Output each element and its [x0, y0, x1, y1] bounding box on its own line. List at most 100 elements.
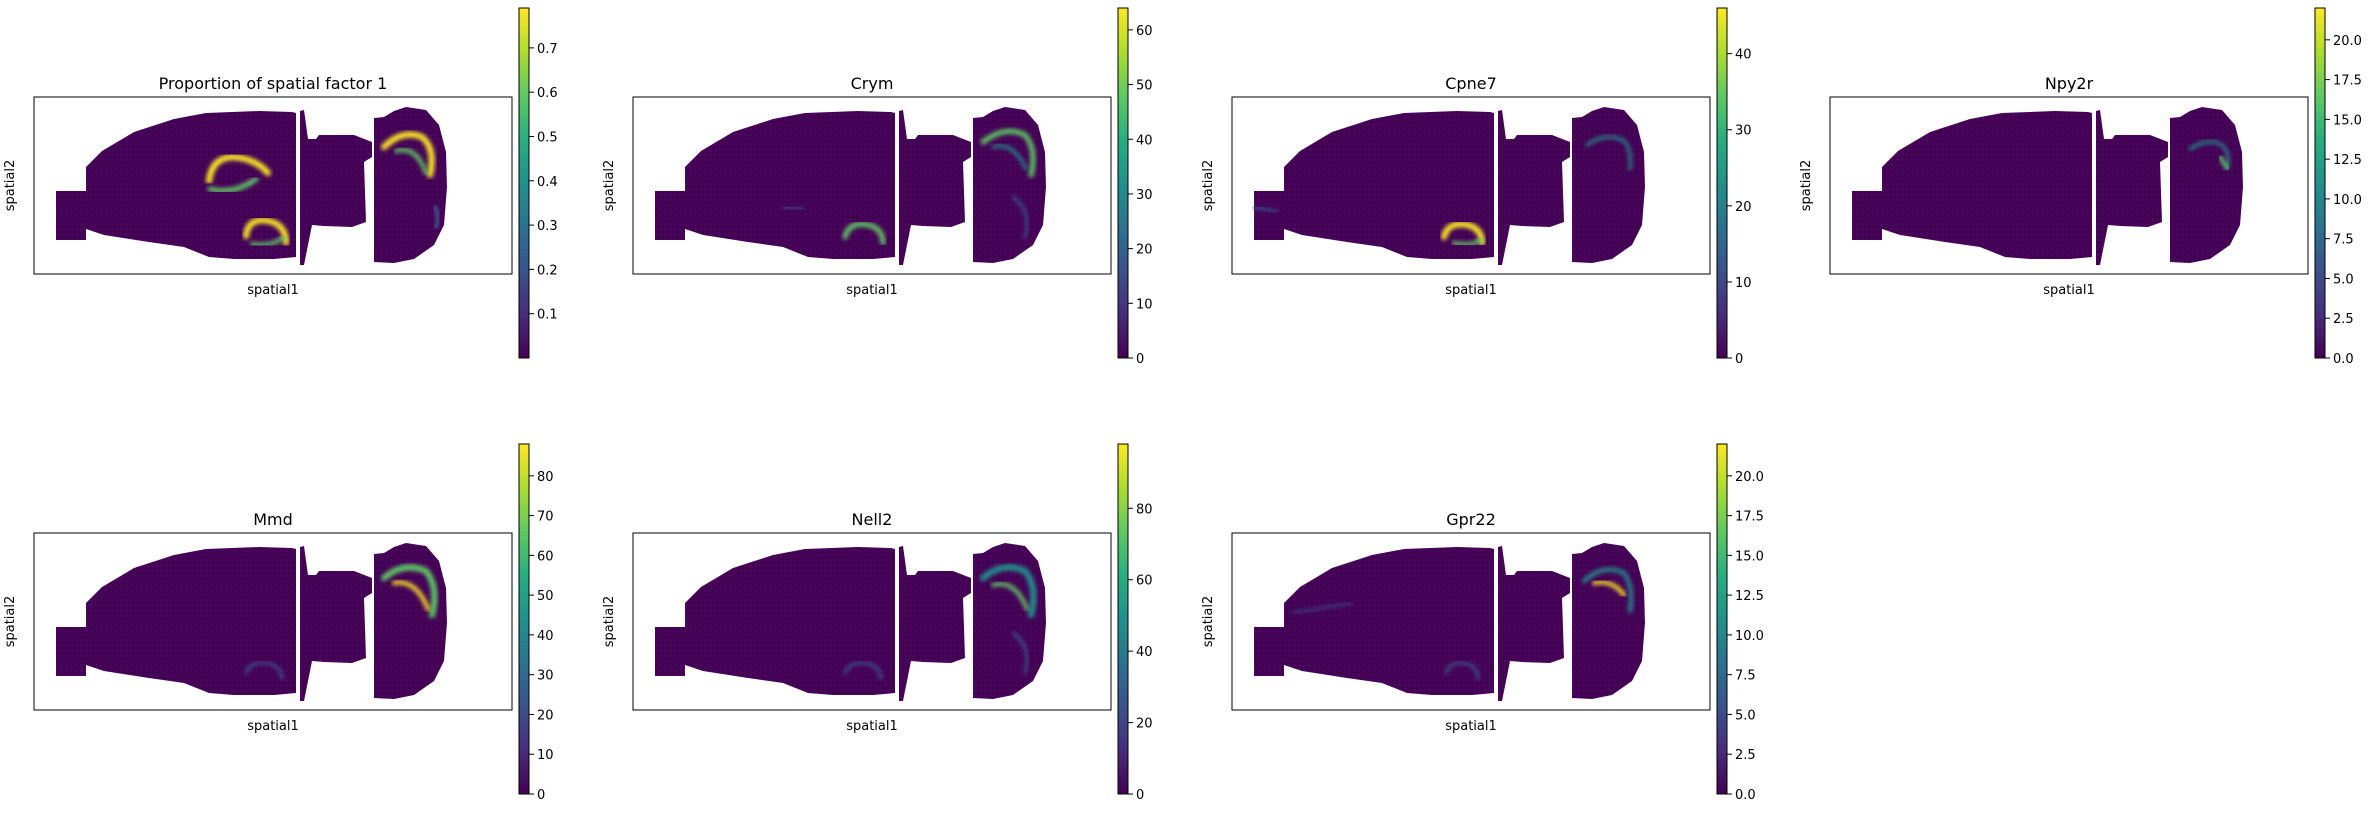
colorbar-tick-label: 5.0	[2333, 272, 2354, 287]
colorbar-tick-label: 40	[1136, 133, 1153, 148]
expression-hotspot	[842, 221, 886, 246]
y-axis-label: spatial2	[1799, 160, 1814, 212]
colorbar-gradient	[518, 443, 530, 795]
colorbar-tick-label: 7.5	[1735, 669, 1756, 684]
panel-5: Mmd spatial1 spatial2 0 10 20 30 40 50 60 70 80	[3, 443, 554, 803]
tissue-spots	[655, 543, 1046, 701]
panel-2: Crym spatial1 spatial2 0 10 20 30 40 50 60	[602, 7, 1153, 367]
colorbar: 0.0 2.5 5.0 7.5 10.0 12.5 15.0 17.5 20.0	[2314, 7, 2362, 367]
colorbar-tick-label: 60	[1136, 574, 1153, 589]
colorbar-tick-label: 60	[1136, 24, 1153, 39]
colorbar-tick-label: 40	[537, 629, 554, 644]
expression-hotspot	[206, 153, 271, 184]
colorbar-tick-label: 17.5	[1735, 510, 1764, 525]
tissue-map	[1254, 543, 1645, 701]
colorbar-gradient	[1716, 7, 1728, 359]
colorbar-tick-label: 50	[1136, 79, 1153, 94]
y-axis-label: spatial2	[3, 596, 18, 648]
axes-frame	[33, 96, 513, 275]
colorbar-tick-label: 0.6	[537, 86, 558, 101]
colorbar-tick-label: 5.0	[1735, 708, 1756, 723]
expression-hotspot	[991, 582, 1029, 611]
colorbar-tick-label: 15.0	[2333, 113, 2362, 128]
colorbar-tick-label: 40	[1735, 48, 1752, 63]
colorbar-tick-label: 0	[1136, 352, 1144, 367]
panel-title: Crym	[851, 74, 894, 93]
y-axis-label: spatial2	[1201, 160, 1216, 212]
colorbar: 0 10 20 30 40 50 60 70 80	[518, 443, 554, 803]
tissue-spots	[56, 107, 447, 265]
axes-frame	[33, 532, 513, 711]
expression-hotspot	[1444, 661, 1480, 681]
colorbar-tick-label: 7.5	[2333, 233, 2354, 248]
colorbar-tick-label: 20	[1136, 717, 1153, 732]
panel-title: Gpr22	[1446, 510, 1496, 529]
colorbar-tick-label: 30	[1136, 188, 1153, 203]
panel-title: Proportion of spatial factor 1	[159, 74, 388, 93]
axes-frame	[1231, 96, 1711, 275]
expression-hotspot	[1441, 221, 1485, 246]
x-axis-label: spatial1	[247, 719, 299, 734]
panel-7: Gpr22 spatial1 spatial2 0.0 2.5 5.0 7.5 10.0 12.…	[1201, 443, 1764, 803]
tissue-spots	[655, 107, 1046, 265]
colorbar-tick-label: 0.2	[537, 263, 558, 278]
expression-hotspot	[1291, 602, 1353, 614]
expression-hotspot	[243, 217, 289, 246]
axes-frame	[1829, 96, 2309, 275]
colorbar-tick-label: 10	[1735, 276, 1752, 291]
expression-hotspot	[431, 204, 442, 230]
panel-title: Cpne7	[1445, 74, 1497, 93]
x-axis-label: spatial1	[846, 283, 898, 298]
colorbar: 0.1 0.2 0.3 0.4 0.5 0.6 0.7	[518, 7, 558, 359]
expression-hotspot	[207, 176, 259, 194]
colorbar-tick-label: 20.0	[2333, 34, 2362, 49]
colorbar-tick-label: 15.0	[1735, 549, 1764, 564]
colorbar-tick-label: 0.7	[537, 42, 558, 57]
x-axis-label: spatial1	[1445, 283, 1497, 298]
colorbar-tick-label: 0	[537, 788, 545, 803]
colorbar-gradient	[518, 7, 530, 359]
tissue-spots	[1254, 107, 1645, 265]
panel-1: Proportion of spatial factor 1 spatial1 sp…	[3, 7, 558, 359]
colorbar-tick-label: 17.5	[2333, 74, 2362, 89]
x-axis-label: spatial1	[846, 719, 898, 734]
expression-hotspot	[1592, 580, 1626, 597]
tissue-map	[1252, 107, 1645, 265]
expression-hotspot	[1252, 205, 1279, 214]
colorbar-tick-label: 20.0	[1735, 470, 1764, 485]
x-axis-label: spatial1	[247, 283, 299, 298]
expression-hotspot	[980, 128, 1036, 178]
expression-hotspot	[980, 564, 1037, 618]
y-axis-label: spatial2	[3, 160, 18, 212]
colorbar-gradient	[1716, 443, 1728, 795]
colorbar-tick-label: 0	[1136, 788, 1144, 803]
colorbar-tick-label: 20	[1136, 243, 1153, 258]
colorbar-tick-label: 0.1	[537, 308, 558, 323]
colorbar: 0 10 20 30 40	[1716, 7, 1752, 367]
colorbar-tick-label: 10	[537, 748, 554, 763]
expression-hotspot	[991, 144, 1028, 171]
colorbar-tick-label: 0.4	[537, 175, 558, 190]
expression-hotspot	[1585, 135, 1632, 171]
tissue-spots	[56, 543, 447, 701]
colorbar-tick-label: 40	[1136, 645, 1153, 660]
colorbar: 0 20 40 60 80	[1117, 443, 1153, 803]
colorbar-tick-label: 12.5	[2333, 153, 2362, 168]
expression-hotspot	[381, 131, 435, 178]
tissue-map	[655, 543, 1046, 701]
colorbar-tick-label: 30	[537, 669, 554, 684]
colorbar-tick-label: 80	[1136, 502, 1153, 517]
expression-hotspot	[1011, 195, 1029, 239]
axes-frame	[632, 532, 1112, 711]
expression-hotspot	[244, 661, 284, 681]
colorbar-tick-label: 60	[537, 549, 554, 564]
panel-title: Npy2r	[2045, 74, 2094, 93]
panel-3: Cpne7 spatial1 spatial2 0 10 20 30 40	[1201, 7, 1752, 367]
colorbar: 0.0 2.5 5.0 7.5 10.0 12.5 15.0 17.5 20.0	[1716, 443, 1764, 803]
expression-hotspot	[2188, 140, 2230, 169]
colorbar-tick-label: 20	[537, 708, 554, 723]
axes-frame	[632, 96, 1112, 275]
colorbar-tick-label: 12.5	[1735, 589, 1764, 604]
y-axis-label: spatial2	[602, 596, 617, 648]
